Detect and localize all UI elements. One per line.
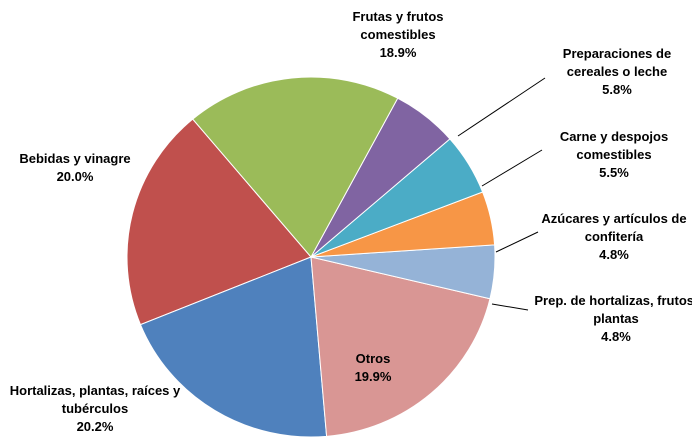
category-label: Hortalizas, plantas, raíces y tubérculos [9,383,181,416]
slice-label: Azúcares y artículos de confitería 4.8% [534,210,692,264]
value-label: 4.8% [601,329,631,344]
pie-slice [126,118,312,326]
leader-line [457,77,546,137]
slice-label: Prep. de hortalizas, frutos, plantas 4.8% [531,292,692,346]
category-label: Bebidas y vinagre [19,151,131,166]
pie-slice [310,256,491,437]
leader-line [495,231,539,253]
slice-label: Carne y despojos comestibles 5.5% [544,128,684,182]
pie-slice [139,256,328,438]
value-label: 5.8% [602,82,632,97]
slice-label: Frutas y frutos comestibles 18.9% [318,8,478,62]
value-label: 20.2% [76,419,114,434]
category-label: Frutas y frutos comestibles [352,9,444,42]
value-label: 4.8% [599,247,629,262]
category-label: Preparaciones de cereales o leche [562,46,672,79]
category-label: Azúcares y artículos de confitería [541,211,687,244]
slice-label: Hortalizas, plantas, raíces y tubérculos… [0,382,190,436]
pie-slice [192,76,399,258]
leader-line [491,303,529,311]
category-label: Otros [355,351,391,366]
slice-label: Otros 19.9% [333,350,413,386]
leader-line [481,149,543,187]
slice-label: Preparaciones de cereales o leche 5.8% [542,45,692,99]
value-label: 19.9% [354,369,392,384]
value-label: 20.0% [56,169,94,184]
slice-label: Bebidas y vinagre 20.0% [0,150,150,186]
category-label: Carne y despojos comestibles [559,129,669,162]
category-label: Prep. de hortalizas, frutos, plantas [534,293,692,326]
value-label: 18.9% [379,45,417,60]
value-label: 5.5% [599,165,629,180]
